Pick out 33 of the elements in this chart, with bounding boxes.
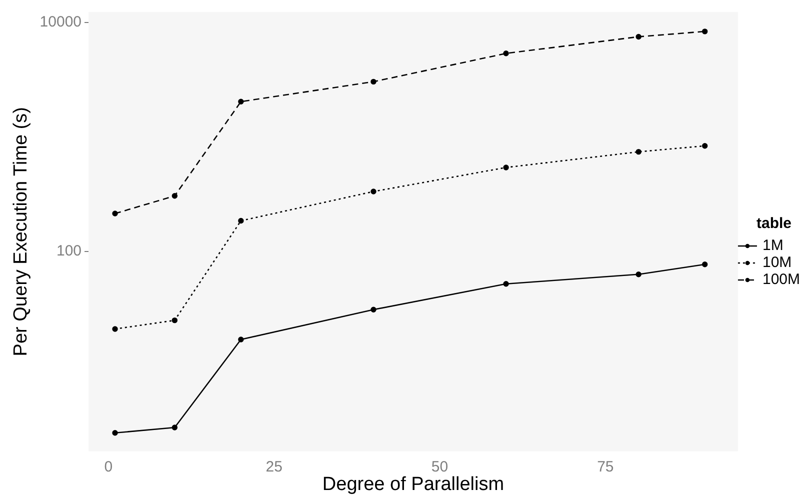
point: [370, 188, 376, 194]
point: [702, 262, 708, 268]
point: [238, 98, 244, 104]
y-tick-label: 10000: [40, 13, 82, 30]
point: [238, 218, 244, 224]
point: [503, 281, 509, 287]
legend-label: 10M: [762, 254, 792, 272]
y-tick-label: 100: [56, 242, 82, 260]
x-tick-label: 25: [266, 458, 282, 476]
point: [636, 272, 642, 278]
point: [112, 210, 118, 216]
point: [172, 317, 178, 324]
point: [636, 148, 642, 155]
legend-label: 1M: [762, 237, 784, 254]
x-axis-title: Degree of Parallelism: [322, 474, 504, 495]
point: [370, 306, 376, 312]
point: [112, 326, 118, 332]
point: [503, 164, 509, 170]
point: [172, 193, 178, 199]
point: [172, 424, 178, 430]
point: [238, 336, 244, 342]
point: [503, 50, 509, 56]
legend-title: table: [756, 215, 792, 232]
point: [636, 34, 642, 40]
x-tick-label: 50: [431, 458, 448, 476]
x-tick-label: 75: [597, 458, 614, 476]
x-tick-label: 0: [104, 458, 113, 476]
legend-label: 100M: [762, 271, 800, 288]
point: [702, 143, 708, 149]
y-axis-title: Per Query Execution Time (s): [10, 107, 32, 356]
point: [702, 28, 708, 34]
point: [112, 430, 118, 436]
point: [370, 78, 376, 85]
